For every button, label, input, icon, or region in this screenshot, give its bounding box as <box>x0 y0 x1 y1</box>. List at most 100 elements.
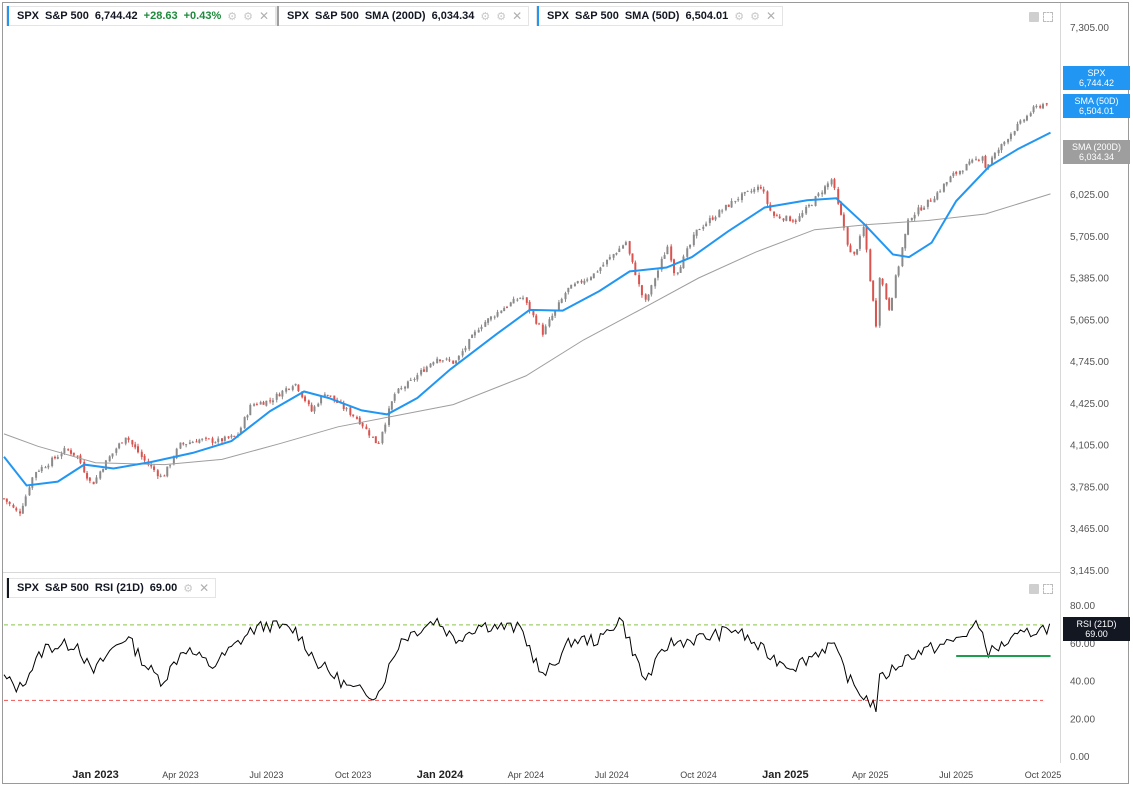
close-icon[interactable]: ✕ <box>259 9 270 23</box>
candle-body <box>67 449 70 451</box>
candle-body <box>217 438 220 442</box>
settings-alt-icon[interactable]: ⚙ <box>243 10 253 23</box>
legend-spx[interactable]: SPX S&P 500 6,744.42 +28.63 +0.43% ⚙ ⚙ ✕ <box>6 6 277 26</box>
candle-body <box>971 159 974 163</box>
maximize-pane-icon[interactable] <box>1043 12 1053 22</box>
price-tag-sma200: SMA (200D) 6,034.34 <box>1063 140 1130 164</box>
candle-body <box>211 438 214 443</box>
candle-body <box>512 298 515 304</box>
candle-body <box>991 157 994 165</box>
candle-body <box>384 424 387 432</box>
legend-sma50[interactable]: SPX S&P 500 SMA (50D) 6,504.01 ⚙ ⚙ ✕ <box>536 6 784 26</box>
candle-body <box>750 191 753 193</box>
candle-body <box>714 217 717 220</box>
legend-sma200-value: 6,034.34 <box>431 10 475 22</box>
candle-body <box>143 455 146 461</box>
candle-body <box>371 436 374 438</box>
candle-body <box>352 414 355 417</box>
candle-body <box>156 470 159 477</box>
candle-body <box>1039 106 1042 108</box>
candle-body <box>856 249 859 255</box>
candle-body <box>457 356 460 360</box>
price-tag-rsi: RSI (21D) 69.00 <box>1063 617 1130 641</box>
candle-body <box>317 403 320 407</box>
candle-body <box>654 278 657 287</box>
candle-body <box>794 220 797 222</box>
candle-body <box>262 402 265 405</box>
settings-alt-icon[interactable]: ⚙ <box>496 10 507 23</box>
settings-icon[interactable]: ⚙ <box>480 10 491 23</box>
candle-body <box>650 285 653 295</box>
candle-body <box>849 245 852 253</box>
candle-body <box>608 257 611 260</box>
candle-body <box>480 326 483 330</box>
candle-body <box>301 391 304 398</box>
candle-body <box>124 437 127 444</box>
candle-body <box>275 393 278 400</box>
save-pane-icon[interactable] <box>1029 12 1039 22</box>
candle-body <box>968 161 971 165</box>
time-axis-label: Jul 2025 <box>939 770 973 780</box>
candle-body <box>554 310 557 316</box>
close-icon[interactable]: ✕ <box>512 9 523 23</box>
candle-body <box>711 217 714 220</box>
settings-alt-icon[interactable]: ⚙ <box>750 10 761 23</box>
candle-body <box>757 186 760 191</box>
candle-body <box>88 477 91 481</box>
time-axis-label: Apr 2024 <box>508 770 545 780</box>
time-axis-label: Oct 2025 <box>1025 770 1062 780</box>
legend-sma200-indicator: SMA (200D) <box>364 10 426 22</box>
candle-body <box>489 316 492 320</box>
candle-body <box>907 219 910 235</box>
candle-body <box>666 246 669 255</box>
candle-body <box>977 159 980 161</box>
candle-body <box>840 203 843 215</box>
pane-separator[interactable] <box>3 572 1060 573</box>
candle-body <box>374 436 377 444</box>
sma50-line <box>3 131 1051 487</box>
candle-body <box>70 450 73 454</box>
candle-body <box>826 183 829 188</box>
candle-body <box>204 437 207 439</box>
candle-body <box>583 280 586 284</box>
close-icon[interactable]: ✕ <box>766 9 777 23</box>
legend-rsi-symbol: SPX <box>17 582 40 594</box>
candle-body <box>993 152 996 159</box>
settings-icon[interactable]: ⚙ <box>734 10 745 23</box>
candle-body <box>528 301 531 311</box>
maximize-pane-icon[interactable] <box>1043 584 1053 594</box>
candle-body <box>406 381 409 388</box>
candle-body <box>323 394 326 397</box>
candle-body <box>207 438 210 440</box>
candle-body <box>452 360 455 364</box>
candle-body <box>837 189 840 204</box>
candle-body <box>1000 144 1003 151</box>
candle-body <box>509 302 512 307</box>
candle-body <box>945 182 948 185</box>
candle-body <box>15 508 18 511</box>
settings-icon[interactable]: ⚙ <box>227 10 238 23</box>
price-tag-rsi-value: 69.00 <box>1085 629 1108 639</box>
candle-body <box>647 294 650 301</box>
candle-body <box>807 204 810 207</box>
candle-body <box>961 171 964 173</box>
price-axis-tick-label: 6,025.00 <box>1070 190 1109 201</box>
save-pane-icon[interactable] <box>1029 584 1039 594</box>
candle-body <box>824 186 827 194</box>
candle-body <box>47 465 50 468</box>
candle-body <box>115 448 118 453</box>
close-icon[interactable]: ✕ <box>199 581 210 595</box>
candle-body <box>1003 141 1006 145</box>
candle-body <box>214 442 217 444</box>
legend-sma200[interactable]: SPX S&P 500 SMA (200D) 6,034.34 ⚙ ⚙ ✕ <box>276 6 530 26</box>
price-axis-tick-label: 7,305.00 <box>1070 23 1109 34</box>
price-axis-tick-label: 5,065.00 <box>1070 315 1109 326</box>
candle-body <box>541 324 544 335</box>
candle-body <box>702 226 705 229</box>
candle-body <box>259 402 262 405</box>
settings-icon[interactable]: ⚙ <box>183 582 194 595</box>
legend-rsi[interactable]: SPX S&P 500 RSI (21D) 69.00 ⚙ ✕ <box>6 578 217 598</box>
candle-body <box>265 400 268 406</box>
candle-body <box>191 441 194 444</box>
